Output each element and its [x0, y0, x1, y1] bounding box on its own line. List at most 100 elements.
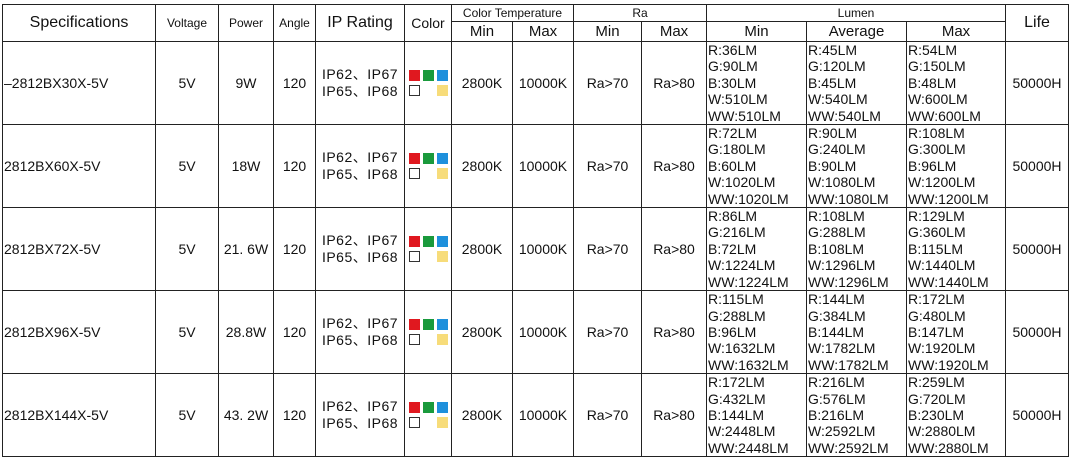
lumen-max-cell-line: W:1440LM — [908, 257, 976, 274]
header-cell: Power — [218, 4, 274, 42]
lumen-max-cell-line: R:54LM — [908, 42, 958, 58]
header-cell: Ra — [573, 4, 708, 22]
lumen-avg-cell-line: WW:1782LM — [808, 356, 889, 373]
lumen-min-cell-line: G:180LM — [708, 141, 766, 158]
life-cell: 50000H — [1005, 290, 1070, 375]
header-cell: Lumen — [706, 4, 1007, 22]
spec-cell: –2812BX30X-5V — [2, 40, 156, 126]
lumen-avg-cell: R:45LM G:120LM B:45LM W:540LM WW:540LM — [806, 40, 908, 126]
ip-cell-line: IP65、IP68 — [321, 249, 399, 266]
lumen-avg-cell-line: R:90LM — [808, 125, 858, 142]
voltage-cell: 5V — [155, 290, 219, 375]
color-swatch — [408, 153, 420, 165]
color-swatch — [408, 319, 420, 331]
color-swatch — [422, 70, 434, 82]
lumen-max-cell-line: G:480LM — [908, 307, 966, 324]
lumen-min-cell-line: WW:510LM — [708, 107, 781, 124]
lumen-max-cell-line: R:129LM — [908, 208, 965, 225]
header-cell: Life — [1005, 4, 1070, 42]
color-swatch — [408, 168, 420, 180]
spec-cell: 2812BX96X-5V — [2, 290, 156, 375]
lumen-max-cell: R:259LM G:720LM B:230LM W:2880LM WW:2880LM — [906, 373, 1007, 458]
ip-cell: IP62、IP67 IP65、IP68 — [315, 124, 405, 209]
lumen-avg-cell-line: B:108LM — [808, 240, 865, 257]
ip-cell-line: IP65、IP68 — [321, 415, 399, 432]
lumen-min-cell-line: G:216LM — [708, 224, 766, 241]
color-swatch — [408, 70, 420, 82]
color-swatch — [423, 168, 434, 179]
lumen-avg-cell: R:108LM G:288LM B:108LM W:1296LM WW:1296LM — [806, 207, 908, 292]
life-cell: 50000H — [1005, 40, 1070, 126]
lumen-min-cell-line: WW:1632LM — [708, 356, 789, 373]
ip-cell-line: IP62、IP67 — [321, 315, 399, 332]
lumen-min-cell-line: B:60LM — [708, 157, 757, 174]
power-cell: 21. 6W — [218, 207, 274, 292]
lumen-max-cell-line: B:147LM — [908, 323, 965, 340]
lumen-min-cell-line: R:86LM — [708, 208, 758, 225]
lumen-max-cell-line: W:1920LM — [908, 340, 976, 357]
table-row: 2812BX144X-5V 5V 43. 2W 120 IP62、IP67 IP65、IP… — [2, 373, 1070, 458]
lumen-max-cell-line: R:259LM — [908, 374, 965, 391]
ip-cell-line: IP62、IP67 — [321, 398, 399, 415]
lumen-min-cell-line: B:72LM — [708, 240, 757, 257]
color-swatch — [422, 236, 434, 248]
ip-cell-line: IP65、IP68 — [321, 166, 399, 183]
ct-min-cell: 2800K — [451, 207, 513, 292]
lumen-max-cell-line: B:48LM — [908, 74, 957, 91]
life-cell: 50000H — [1005, 373, 1070, 458]
lumen-avg-cell-line: B:216LM — [808, 406, 865, 423]
sub-header-cell: Min — [451, 21, 513, 42]
ct-min-cell: 2800K — [451, 124, 513, 209]
lumen-min-cell-line: R:72LM — [708, 125, 758, 142]
ct-min-cell: 2800K — [451, 290, 513, 375]
ct-max-cell: 10000K — [511, 373, 575, 458]
ct-max-cell: 10000K — [511, 40, 575, 126]
sub-header-cell: Max — [906, 21, 1007, 42]
color-swatch — [422, 153, 434, 165]
ct-max-cell: 10000K — [511, 124, 575, 209]
color-swatches — [406, 153, 450, 180]
spec-cell: 2812BX72X-5V — [2, 207, 156, 292]
color-cell — [404, 207, 452, 292]
spec-cell: 2812BX60X-5V — [2, 124, 156, 209]
color-cell — [404, 40, 452, 126]
ra-max-cell: Ra>80 — [641, 290, 708, 375]
ra-max-cell: Ra>80 — [641, 373, 708, 458]
lumen-min-cell-line: WW:2448LM — [708, 439, 789, 456]
lumen-avg-cell-line: R:144LM — [808, 291, 865, 308]
ct-max-cell: 10000K — [511, 290, 575, 375]
color-cell — [404, 373, 452, 458]
lumen-avg-cell-line: W:1782LM — [808, 340, 876, 357]
table-row: 2812BX72X-5V 5V 21. 6W 120 IP62、IP67 IP65、IP6… — [2, 207, 1070, 292]
lumen-avg-cell-line: W:1080LM — [808, 174, 876, 191]
lumen-max-cell: R:129LM G:360LM B:115LM W:1440LM WW:1440LM — [906, 207, 1007, 292]
lumen-max-cell-line: B:230LM — [908, 406, 965, 423]
lumen-max-cell-line: WW:1440LM — [908, 273, 989, 290]
power-cell: 9W — [218, 40, 274, 126]
color-swatch — [436, 417, 448, 429]
lumen-min-cell-line: G:432LM — [708, 390, 766, 407]
ra-min-cell: Ra>70 — [573, 207, 643, 292]
color-swatch — [423, 417, 434, 428]
lumen-max-cell-line: G:300LM — [908, 141, 966, 158]
ip-cell: IP62、IP67 IP65、IP68 — [315, 40, 405, 126]
voltage-cell: 5V — [155, 373, 219, 458]
spec-cell: 2812BX144X-5V — [2, 373, 156, 458]
color-swatch — [408, 236, 420, 248]
voltage-cell: 5V — [155, 207, 219, 292]
lumen-max-cell: R:108LM G:300LM B:96LM W:1200LM WW:1200LM — [906, 124, 1007, 209]
ra-min-cell: Ra>70 — [573, 40, 643, 126]
color-swatch — [436, 168, 448, 180]
power-cell: 18W — [218, 124, 274, 209]
lumen-max-cell-line: WW:600LM — [908, 107, 981, 124]
color-swatches — [406, 402, 450, 429]
sub-header-cell: Max — [511, 21, 575, 42]
ra-max-cell: Ra>80 — [641, 207, 708, 292]
lumen-avg-cell-line: R:108LM — [808, 208, 865, 225]
lumen-max-cell-line: R:172LM — [908, 291, 965, 308]
color-swatches — [406, 236, 450, 263]
ra-min-cell: Ra>70 — [573, 373, 643, 458]
lumen-min-cell-line: R:172LM — [708, 374, 765, 391]
lumen-min-cell: R:36LM G:90LM B:30LM W:510LM WW:510LM — [706, 40, 808, 126]
